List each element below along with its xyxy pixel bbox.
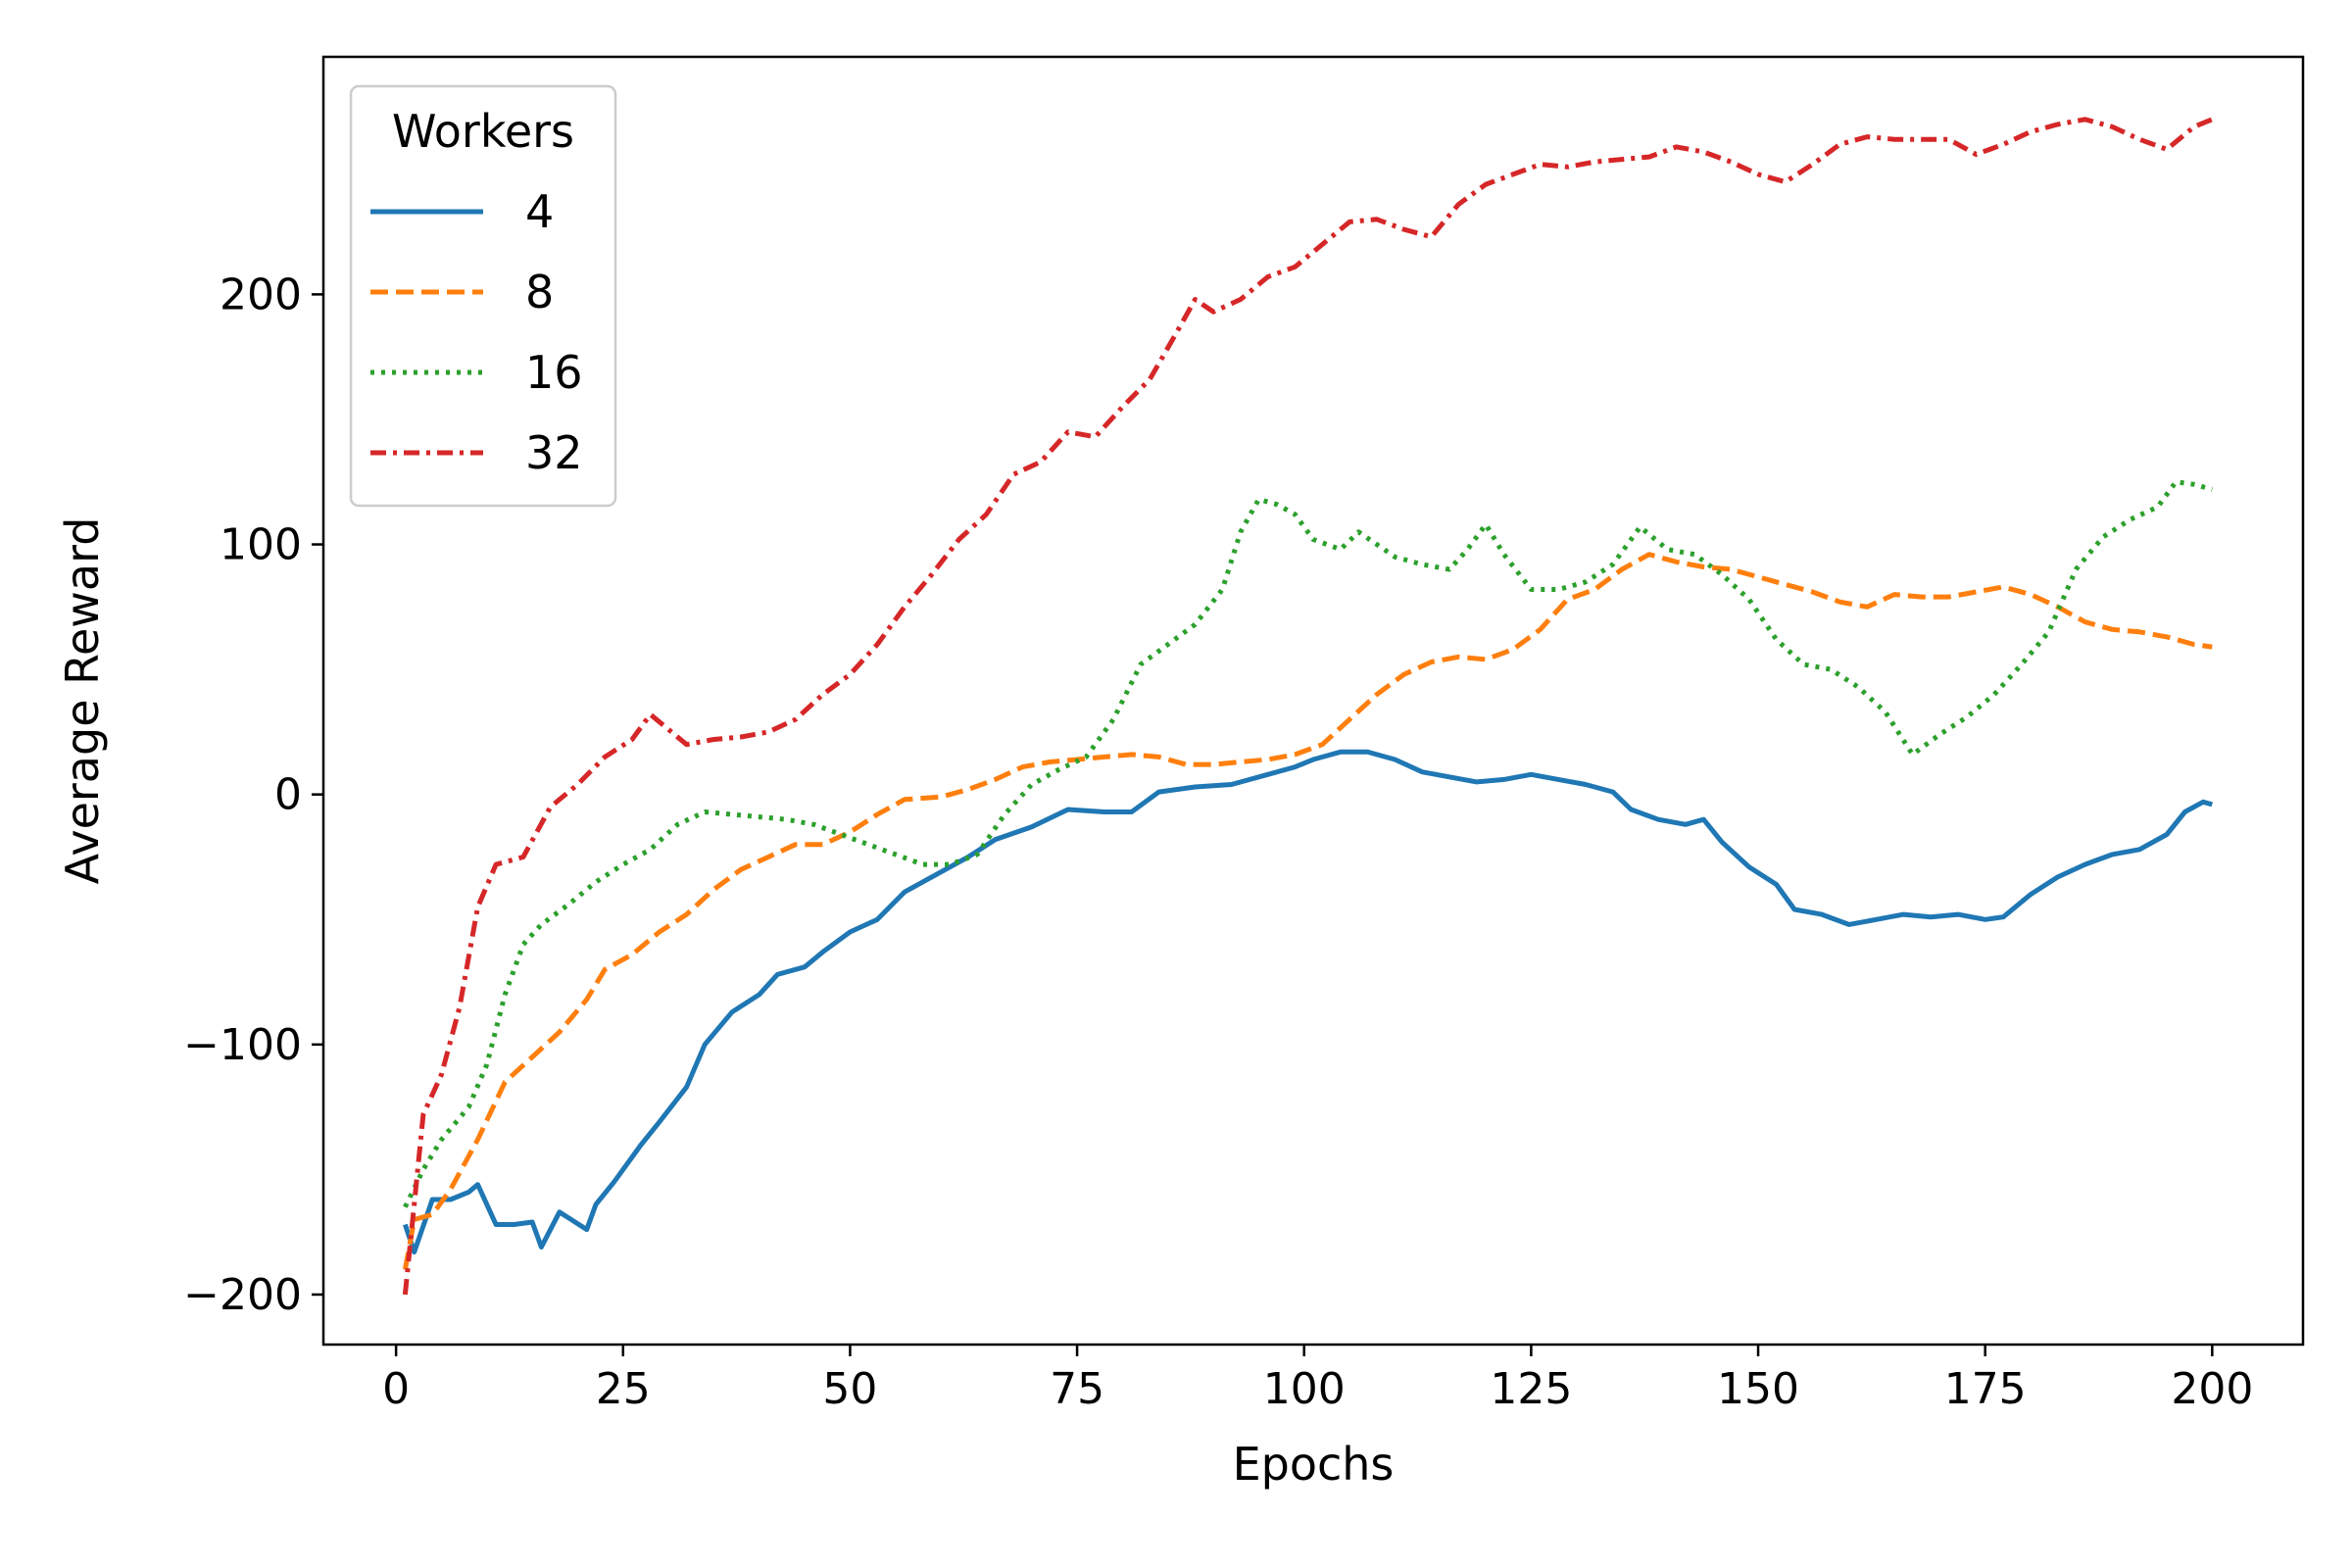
legend-label-16: 16 bbox=[525, 346, 583, 399]
series-layer bbox=[402, 117, 2214, 1296]
x-tick-label: 0 bbox=[382, 1364, 410, 1414]
plot-frame bbox=[321, 55, 2305, 1347]
x-axis-label: Epochs bbox=[1233, 1438, 1395, 1491]
x-axis: 0 25 50 75 100 125 150 175 200 bbox=[382, 1345, 2253, 1414]
legend-label-4: 4 bbox=[525, 185, 554, 238]
y-tick-label: −200 bbox=[183, 1270, 302, 1320]
y-tick-label: 200 bbox=[220, 270, 302, 319]
x-tick-label: 125 bbox=[1490, 1364, 1572, 1414]
legend: Workers 4 8 16 32 bbox=[349, 84, 617, 508]
y-axis: −200 −100 0 100 200 bbox=[183, 270, 323, 1320]
series-line-4 bbox=[403, 749, 2213, 1255]
x-tick-label: 75 bbox=[1050, 1364, 1104, 1414]
x-tick-label: 100 bbox=[1263, 1364, 1346, 1414]
series-line-32 bbox=[402, 117, 2214, 1296]
x-tick-label: 150 bbox=[1717, 1364, 1799, 1414]
y-tick-label: −100 bbox=[183, 1020, 302, 1070]
legend-label-32: 32 bbox=[525, 426, 583, 479]
x-tick-label: 25 bbox=[596, 1364, 651, 1414]
x-tick-label: 50 bbox=[822, 1364, 877, 1414]
y-axis-label: Average Reward bbox=[56, 517, 109, 885]
legend-label-8: 8 bbox=[525, 266, 554, 318]
x-tick-label: 200 bbox=[2171, 1364, 2253, 1414]
y-tick-label: 100 bbox=[220, 520, 302, 570]
y-tick-label: 0 bbox=[274, 770, 302, 820]
legend-title: Workers bbox=[392, 105, 574, 158]
legend-box bbox=[349, 84, 617, 508]
series-line-8 bbox=[402, 552, 2213, 1270]
x-tick-label: 175 bbox=[1944, 1364, 2027, 1414]
